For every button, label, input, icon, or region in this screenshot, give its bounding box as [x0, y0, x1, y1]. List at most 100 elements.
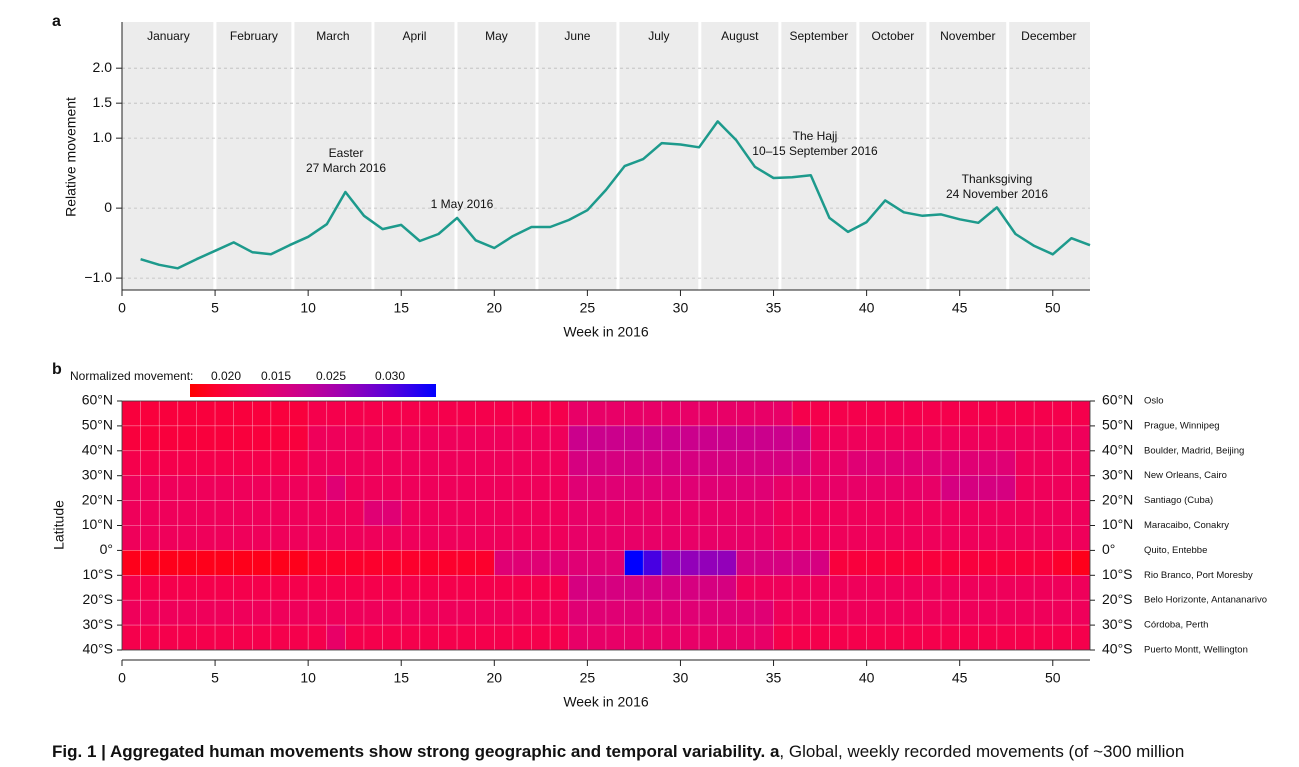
heat-cell	[400, 400, 421, 427]
heat-cell	[252, 574, 272, 601]
heat-cell	[177, 475, 197, 501]
heat-cell	[903, 525, 923, 551]
y-tick-label: 10°S	[82, 566, 113, 582]
heat-cell	[531, 475, 551, 501]
heat-cell	[847, 624, 867, 651]
y-tick-label: 30°S	[82, 616, 113, 632]
heat-cell	[810, 475, 830, 501]
heat-cell	[456, 450, 476, 476]
heat-cell	[642, 450, 663, 476]
y-tick-label: −1.0	[84, 269, 112, 285]
colorbar-label: 0.015	[261, 369, 291, 383]
heat-cell	[754, 550, 774, 576]
heat-cell	[605, 624, 625, 651]
heat-cell	[903, 450, 923, 476]
heat-cell	[140, 475, 160, 501]
x-tick-label: 0	[118, 300, 126, 316]
heat-cell	[419, 425, 439, 452]
y-tick-label: 1.0	[93, 129, 113, 145]
heat-cell	[494, 574, 514, 601]
x-tick-label: 25	[580, 670, 596, 686]
heat-cell	[270, 475, 290, 501]
heat-cell	[568, 574, 588, 601]
y-axis-label: Latitude	[51, 500, 67, 550]
heat-cell	[400, 624, 421, 651]
heat-cell	[214, 624, 234, 651]
plot-background	[122, 22, 1090, 290]
month-label: August	[721, 29, 759, 43]
heat-cell	[494, 624, 514, 651]
heat-cell	[549, 475, 570, 501]
heat-cell	[456, 425, 476, 452]
heat-cell	[773, 450, 793, 476]
heat-cell	[270, 450, 290, 476]
heat-cell	[196, 624, 216, 651]
heat-cell	[1071, 400, 1091, 427]
heat-cell	[140, 525, 160, 551]
heat-cell	[847, 400, 867, 427]
heat-cell	[252, 525, 272, 551]
heat-cell	[270, 525, 290, 551]
heat-cell	[736, 475, 756, 501]
x-tick-label: 50	[1045, 300, 1061, 316]
heat-cell	[494, 450, 514, 476]
heat-cell	[326, 525, 346, 551]
heat-cell	[587, 624, 607, 651]
month-label: September	[790, 29, 849, 43]
heat-cell	[1052, 425, 1072, 452]
heat-cell	[996, 400, 1016, 427]
x-tick-label: 15	[393, 300, 409, 316]
heat-cell	[177, 525, 197, 551]
heat-cell	[698, 525, 718, 551]
heat-cell	[289, 525, 309, 551]
heat-cell	[866, 599, 886, 626]
heat-cell	[196, 500, 216, 526]
heat-cell	[289, 475, 309, 501]
heat-cell	[158, 400, 179, 427]
heat-cell	[214, 450, 234, 476]
heat-cell	[1052, 475, 1072, 501]
y-tick-label: 20°S	[82, 591, 113, 607]
y-tick-label: 0	[104, 199, 112, 215]
heat-cell	[475, 450, 495, 476]
month-label: January	[147, 29, 190, 43]
heat-cell	[400, 525, 421, 551]
heat-cell	[624, 624, 644, 651]
heat-cell	[363, 500, 383, 526]
heat-cell	[531, 599, 551, 626]
heat-cell	[736, 400, 756, 427]
heat-cell	[1033, 475, 1054, 501]
heat-cell	[289, 624, 309, 651]
heat-cell	[680, 425, 700, 452]
heat-cell	[400, 599, 421, 626]
heat-cell	[326, 475, 346, 501]
y-tick-label: 60°N	[82, 392, 113, 408]
heat-cell	[587, 400, 607, 427]
x-tick-label: 5	[211, 300, 219, 316]
heat-cell	[494, 550, 514, 576]
x-tick-label: 50	[1045, 670, 1061, 686]
heat-cell	[326, 400, 346, 427]
heat-cell	[1015, 550, 1035, 576]
heat-cell	[922, 599, 942, 626]
heat-cell	[382, 450, 402, 476]
heat-cell	[698, 599, 718, 626]
annotation: 10–15 September 2016	[752, 144, 878, 158]
heat-cell	[196, 450, 216, 476]
heat-cell	[512, 574, 532, 601]
heat-cell	[549, 550, 570, 576]
heat-cell	[1033, 525, 1054, 551]
heat-cell	[512, 450, 532, 476]
heat-cell	[140, 574, 160, 601]
heat-cell	[680, 500, 700, 526]
heat-cell	[363, 624, 383, 651]
heat-cell	[717, 475, 737, 501]
month-label: November	[940, 29, 995, 43]
heat-cell	[791, 450, 812, 476]
heat-cell	[270, 500, 290, 526]
y-axis-label: Relative movement	[63, 97, 79, 217]
heat-cell	[1033, 599, 1054, 626]
heat-cell	[773, 500, 793, 526]
heat-cell	[847, 450, 867, 476]
heat-cell	[568, 400, 588, 427]
